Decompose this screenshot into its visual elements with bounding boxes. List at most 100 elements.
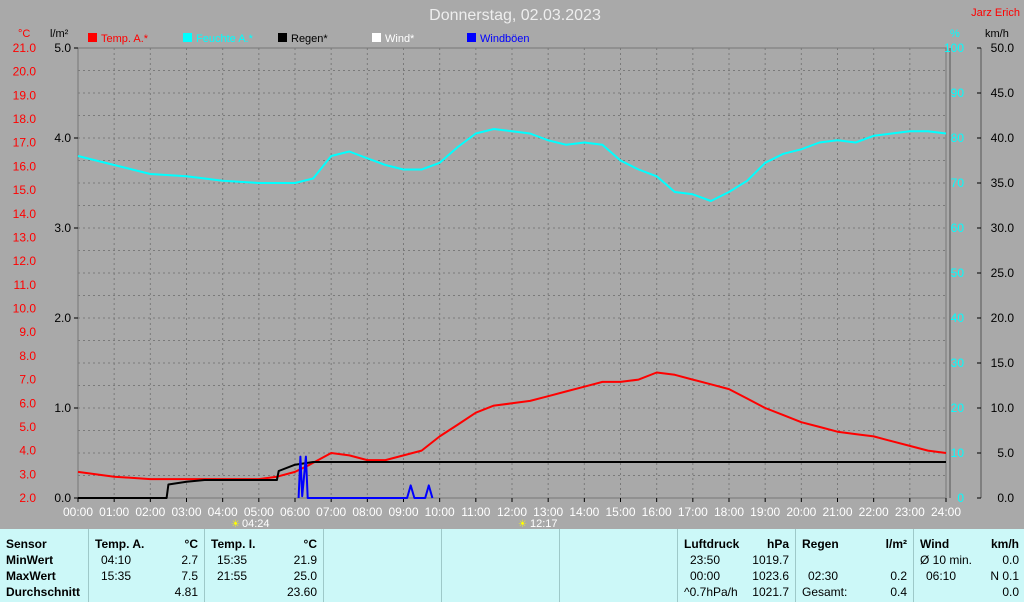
time-tick-label: 17:00 — [678, 505, 708, 519]
humidity-tick-label: 80 — [951, 131, 965, 145]
temp-i-header: Temp. I. — [211, 537, 256, 551]
weather-chart: Donnerstag, 02.03.2023 Jarz Erich °C l/m… — [13, 7, 1020, 530]
temp-tick-label: 10.0 — [13, 302, 37, 316]
rain-total-label: Gesamt: — [802, 585, 848, 599]
sunrise-icon: ☀ — [231, 519, 240, 530]
rain-header: Regen — [802, 537, 839, 551]
humidity-tick-label: 70 — [951, 176, 965, 190]
humidity-tick-label: 90 — [951, 86, 965, 100]
rain-tick-label: 4.0 — [54, 131, 71, 145]
time-tick-label: 22:00 — [859, 505, 889, 519]
time-tick-label: 19:00 — [750, 505, 780, 519]
time-tick-label: 00:00 — [63, 505, 93, 519]
temp-tick-label: 18.0 — [13, 112, 37, 126]
humidity-tick-label: 10 — [951, 446, 965, 460]
stats-empty-col-1 — [324, 529, 442, 602]
pressure-min-time: 23:50 — [690, 553, 721, 567]
temp-tick-label: 3.0 — [19, 467, 36, 481]
station-name: Jarz Erich — [971, 7, 1020, 19]
time-tick-label: 15:00 — [605, 505, 635, 519]
wind-tick-label: 50.0 — [991, 41, 1015, 55]
time-tick-label: 05:00 — [244, 505, 274, 519]
wind-tick-label: 20.0 — [991, 311, 1015, 325]
time-tick-label: 01:00 — [99, 505, 129, 519]
time-tick-label: 13:00 — [533, 505, 563, 519]
temp-i-average: 23.60 — [286, 585, 317, 599]
temp-tick-label: 12.0 — [13, 254, 37, 268]
temp-i-unit: °C — [303, 537, 317, 551]
row-label-min: MinWert — [6, 553, 54, 567]
humidity-tick-label: 60 — [951, 221, 965, 235]
stats-temp-outdoor: Temp. A. °C 04:10 2.7 15:35 7.5 4.81 — [89, 529, 205, 602]
temp-a-unit: °C — [184, 537, 198, 551]
series-line-wind — [297, 455, 434, 499]
time-tick-label: 18:00 — [714, 505, 744, 519]
sunrise-time: 04:24 — [242, 518, 270, 530]
wind-unit: km/h — [990, 537, 1019, 551]
temp-tick-label: 6.0 — [19, 396, 36, 410]
pressure-header: Luftdruck — [684, 537, 740, 551]
rain-tick-label: 0.0 — [54, 491, 71, 505]
wind-tick-label: 0.0 — [997, 491, 1014, 505]
sun-markers: ☀ 04:24 ☀ 12:17 — [231, 518, 558, 530]
legend-label: Temp. A.* — [101, 33, 149, 45]
legend-swatch — [372, 33, 381, 42]
wind-tick-label: 5.0 — [997, 446, 1014, 460]
stats-empty-col-3 — [560, 529, 678, 602]
temp-tick-label: 21.0 — [13, 41, 37, 55]
time-tick-label: 20:00 — [786, 505, 816, 519]
temp-tick-label: 17.0 — [13, 136, 37, 150]
humidity-tick-label: 40 — [951, 311, 965, 325]
legend-swatch — [88, 33, 97, 42]
series-group — [77, 128, 947, 499]
time-tick-label: 03:00 — [171, 505, 201, 519]
wind-max-value: N 0.1 — [990, 569, 1019, 583]
time-tick-label: 07:00 — [316, 505, 346, 519]
legend-label: Regen* — [291, 33, 328, 45]
humidity-tick-label: 100 — [944, 41, 964, 55]
rain-axis: 0.0 1.0 2.0 3.0 4.0 5.0 — [54, 41, 78, 505]
stats-temp-indoor: Temp. I. °C 15:35 21.9 21:55 25.0 23.60 — [205, 529, 324, 602]
statistics-panel: Sensor MinWert MaxWert Durchschnitt Temp… — [0, 529, 1024, 602]
wind-tick-label: 25.0 — [991, 266, 1015, 280]
stats-empty-col-2 — [442, 529, 560, 602]
rain-tick-label: 5.0 — [54, 41, 71, 55]
wind-max-time: 06:10 — [926, 569, 957, 583]
wind-tick-label: 10.0 — [991, 401, 1015, 415]
humidity-tick-label: 30 — [951, 356, 965, 370]
time-tick-label: 11:00 — [461, 505, 490, 519]
wind-tick-label: 45.0 — [991, 86, 1015, 100]
temp-a-min-time: 04:10 — [101, 553, 132, 567]
stats-pressure: Luftdruck hPa 23:50 1019.7 00:00 1023.6 … — [678, 529, 796, 602]
stats-wind: Wind km/h Ø 10 min. 0.0 06:10 N 0.1 0.0 — [914, 529, 1023, 602]
wind-tick-label: 30.0 — [991, 221, 1015, 235]
wind-avg-label: Ø 10 min. — [920, 553, 973, 567]
time-tick-label: 12:00 — [497, 505, 527, 519]
legend-swatch — [278, 33, 287, 42]
humidity-tick-label: 0 — [957, 491, 964, 505]
pressure-max-value: 1023.6 — [752, 569, 789, 583]
wind-tick-label: 15.0 — [991, 356, 1015, 370]
legend-swatch — [183, 33, 192, 42]
temp-a-min-value: 2.7 — [181, 553, 198, 567]
row-label-sensor: Sensor — [6, 537, 47, 551]
temp-i-max-value: 25.0 — [293, 569, 317, 583]
sun-noon-time: 12:17 — [530, 518, 558, 530]
legend-swatch — [467, 33, 476, 42]
temp-unit-label: °C — [18, 28, 30, 40]
temp-tick-label: 7.0 — [19, 373, 36, 387]
time-tick-label: 21:00 — [822, 505, 852, 519]
temp-axis: 2.0 3.0 4.0 5.0 6.0 7.0 8.0 9.0 10.0 11.0 12.0 13.0… — [13, 41, 37, 505]
temp-a-max-time: 15:35 — [101, 569, 132, 583]
hum-unit-label: % — [950, 28, 960, 40]
rain-tick-label: 2.0 — [54, 311, 71, 325]
temp-tick-label: 20.0 — [13, 65, 37, 79]
rain-tick-label: 3.0 — [54, 221, 71, 235]
wind-unit-label: km/h — [985, 28, 1009, 40]
grid — [78, 48, 946, 498]
time-tick-label: 06:00 — [280, 505, 310, 519]
stats-rain: Regen l/m² 02:30 0.2 Gesamt: 0.4 — [796, 529, 914, 602]
wind-header: Wind — [920, 537, 950, 551]
temp-tick-label: 14.0 — [13, 207, 37, 221]
humidity-tick-label: 50 — [951, 266, 965, 280]
